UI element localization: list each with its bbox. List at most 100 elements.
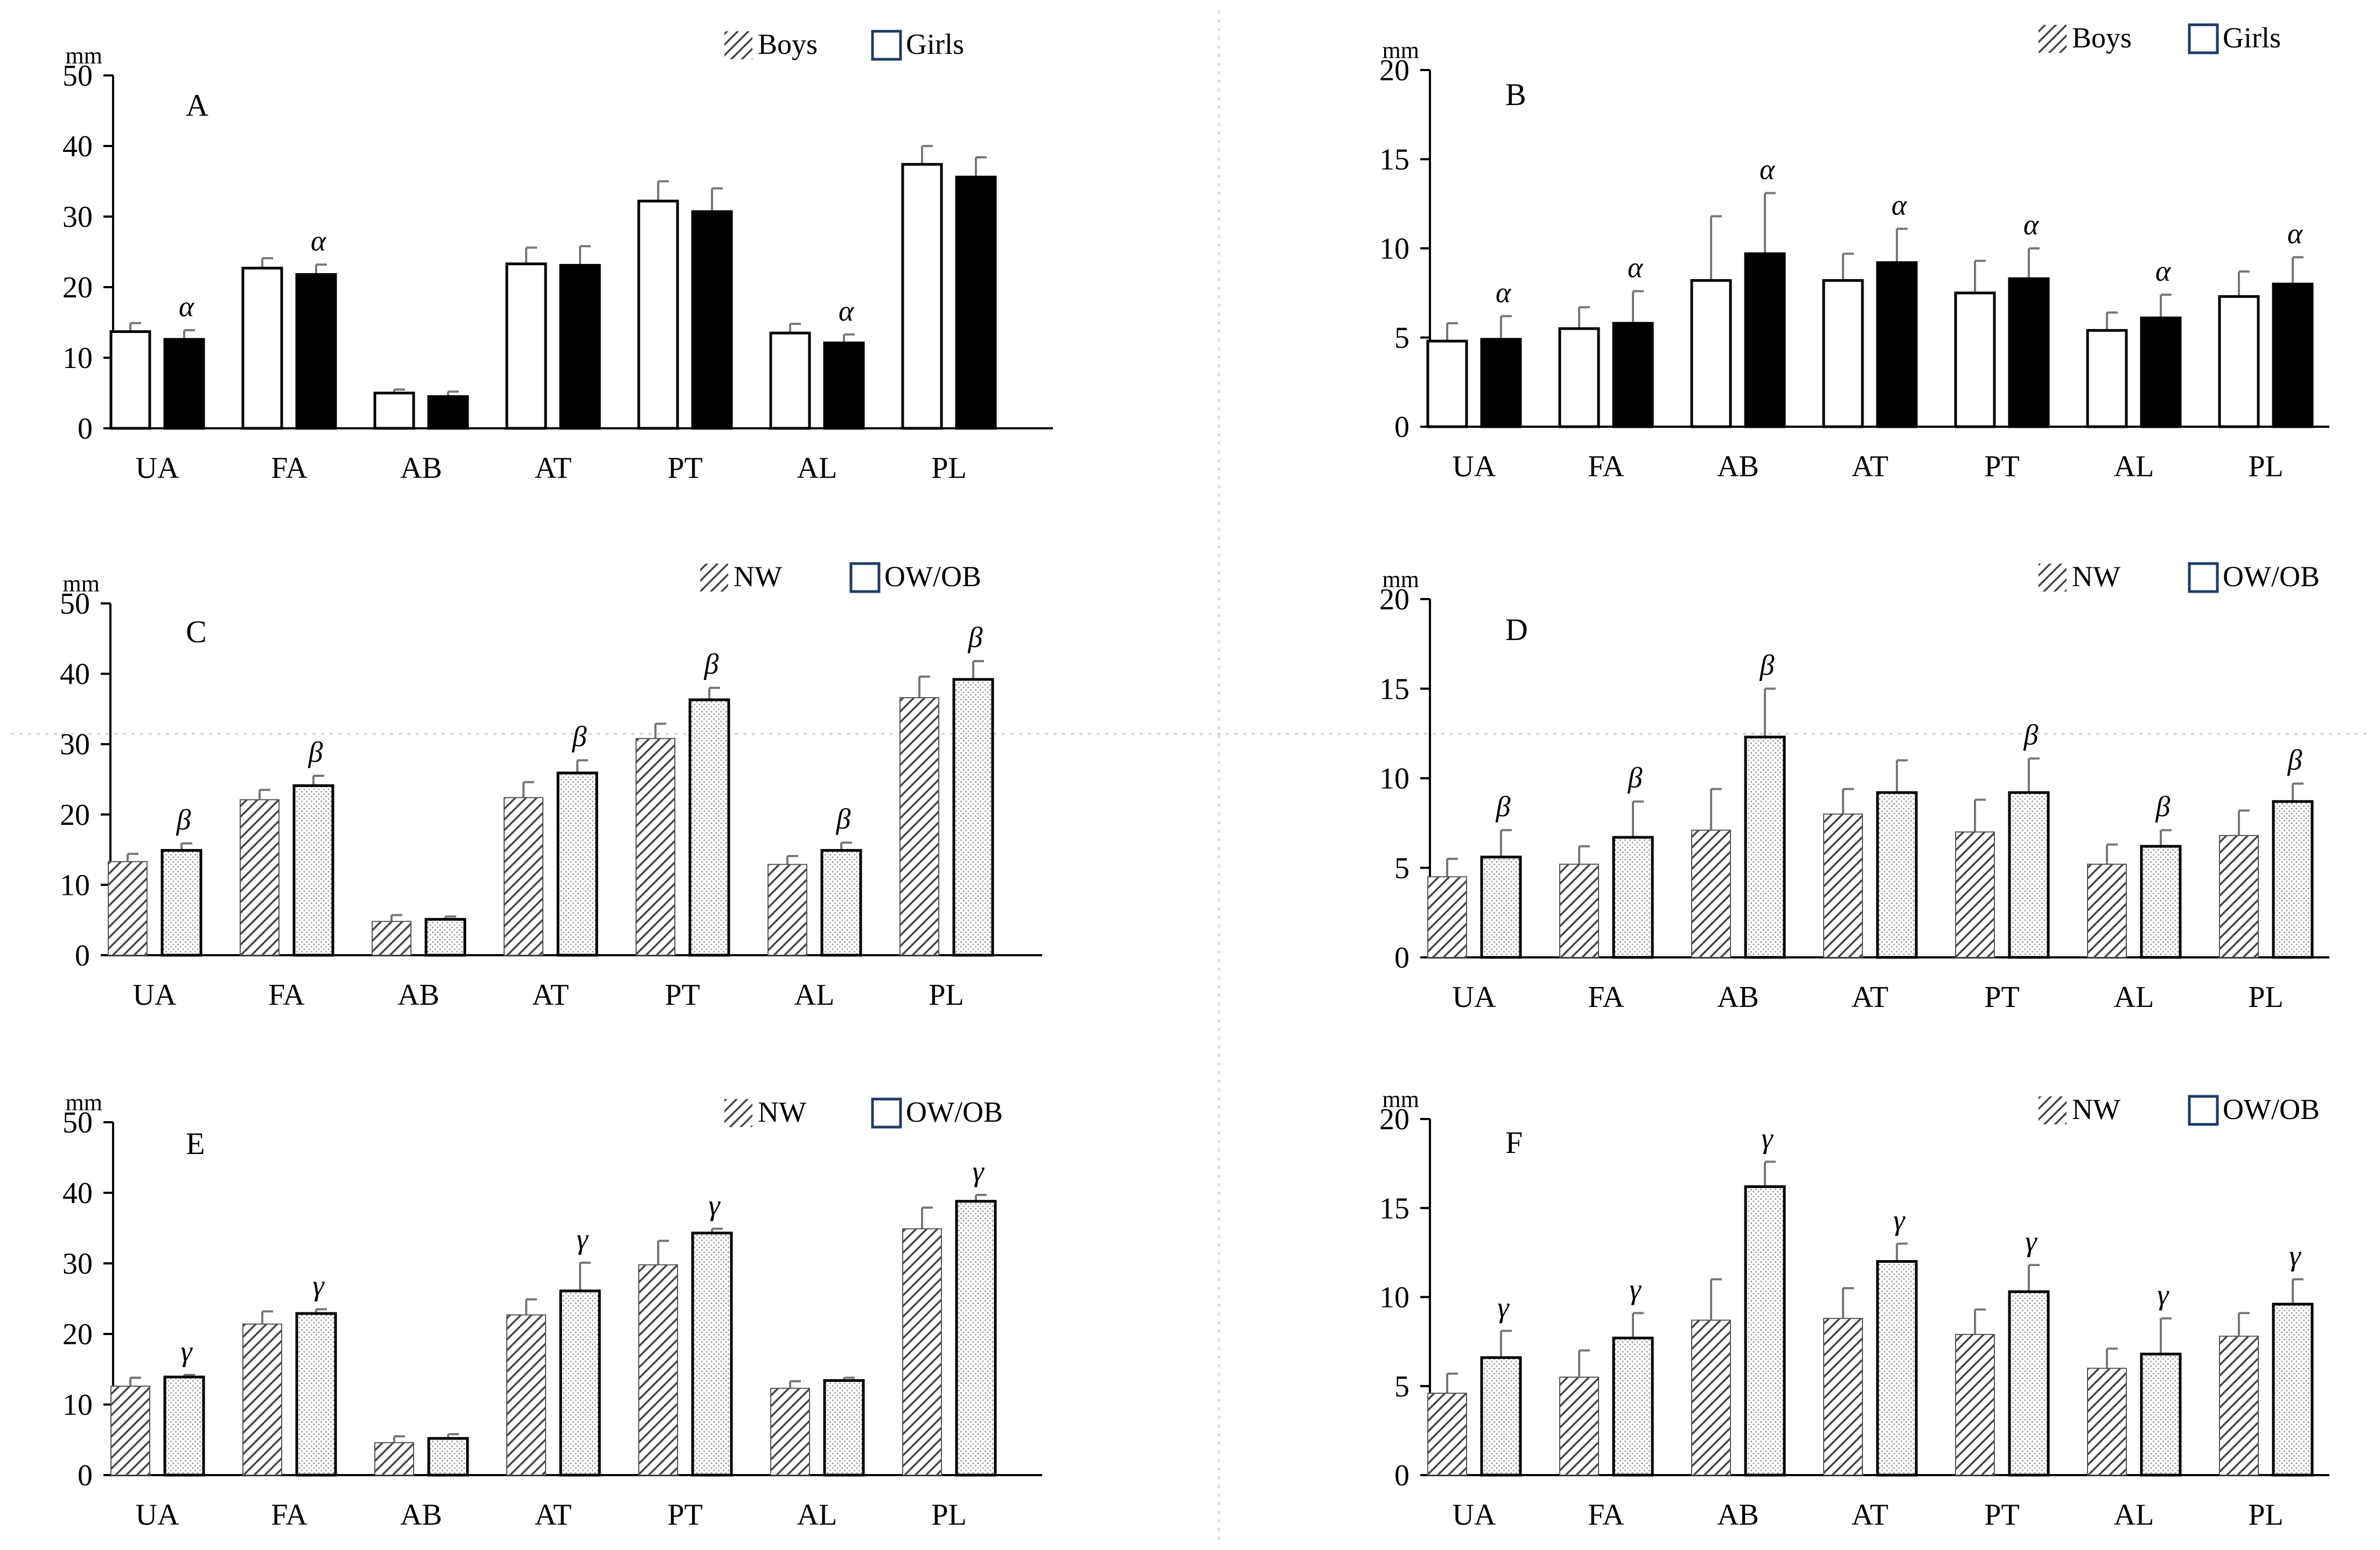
- panel-c-legend-label-1: OW/OB: [884, 560, 981, 593]
- panel-c-x-tick-label-al: AL: [794, 978, 835, 1012]
- panel-c-bar-al-ow-ob: [820, 849, 862, 957]
- panel-e-bar-ab-nw: [374, 1442, 414, 1476]
- panel-b-y-tick-label: 15: [1379, 143, 1409, 177]
- panel-c-y-tick-label: 40: [60, 658, 90, 691]
- panel-d-y-tick-label: 0: [1394, 941, 1409, 975]
- panel-c-bar-pt-ow-ob: [688, 698, 730, 957]
- panel-c-significance-marker: β: [572, 720, 587, 753]
- panel-d-x-tick-label-ab: AB: [1717, 981, 1759, 1014]
- panel-b-bar-at-girls: [1876, 261, 1918, 428]
- panel-f-significance-marker: γ: [1893, 1204, 1906, 1236]
- panel-e-legend-swatch-0: [724, 1099, 752, 1127]
- panel-d-bar-at-ow-ob: [1876, 791, 1918, 959]
- panel-f-x-tick-label-ua: UA: [1453, 1498, 1496, 1532]
- panel-f-x-tick-label-pt: PT: [1984, 1498, 2019, 1532]
- panel-b-bar-fa-girls: [1612, 322, 1654, 428]
- panel-c-bar-ua-nw: [108, 861, 148, 956]
- panel-f-bar-pl-nw: [2219, 1336, 2259, 1476]
- panel-b-unit-label: mm: [1383, 37, 1419, 64]
- panel-a-title: A: [186, 88, 208, 123]
- panel-e-bar-ua-nw: [110, 1385, 150, 1476]
- panel-a-y-tick-label: 40: [62, 130, 93, 163]
- panel-d-title: D: [1505, 612, 1528, 647]
- panel-a-legend-swatch-0: [724, 31, 752, 59]
- panel-e-bar-pt-nw: [638, 1264, 678, 1476]
- panel-b-bar-al-boys: [2086, 329, 2128, 428]
- panel-b-bar-pl-girls: [2272, 282, 2314, 428]
- panel-a-legend-label-0: Boys: [758, 28, 818, 60]
- panel-f-y-tick-label: 5: [1394, 1370, 1409, 1403]
- panel-a-legend-label-1: Girls: [906, 28, 964, 60]
- panel-d-y-tick-label: 20: [1379, 583, 1409, 616]
- panel-e-bar-ua-ow-ob: [163, 1375, 205, 1477]
- panel-c-bar-pl-ow-ob: [952, 678, 994, 957]
- panel-e-bar-pl-ow-ob: [955, 1200, 997, 1477]
- panel-d-bar-ua-nw: [1427, 876, 1467, 958]
- panel-b-bar-al-girls: [2140, 316, 2182, 428]
- panel-c-bar-fa-ow-ob: [292, 784, 334, 957]
- panel-e-legend-swatch-1: [871, 1097, 902, 1129]
- panel-c-bar-at-ow-ob: [556, 771, 598, 957]
- panel-c-x-tick-label-pt: PT: [665, 978, 700, 1012]
- panel-d-significance-marker: β: [1496, 790, 1511, 823]
- panel-f-title: F: [1505, 1125, 1523, 1160]
- panel-e-significance-marker: γ: [180, 1335, 193, 1367]
- panel-a-legend-swatch-1: [871, 30, 902, 61]
- panel-a-bar-fa-boys: [241, 267, 283, 430]
- panel-f-unit-label: mm: [1383, 1086, 1419, 1113]
- panel-d-legend-label-0: NW: [2072, 560, 2120, 593]
- panel-e-y-tick-label: 20: [62, 1318, 93, 1351]
- panel-e-bar-at-ow-ob: [559, 1289, 601, 1477]
- panel-a-significance-marker: α: [311, 225, 327, 257]
- panel-d-bar-ab-nw: [1691, 829, 1731, 958]
- panel-c-x-tick-label-fa: FA: [268, 978, 305, 1012]
- panel-c-unit-label: mm: [63, 571, 100, 597]
- panel-a-y-tick-label: 50: [62, 59, 93, 93]
- panel-e-bar-al-nw: [770, 1387, 810, 1476]
- panel-a-y-tick-label: 30: [62, 200, 93, 234]
- panel-e-bar-al-ow-ob: [823, 1379, 865, 1477]
- panel-c-title: C: [186, 614, 207, 649]
- panel-b-x-tick-label-fa: FA: [1588, 450, 1624, 483]
- panel-f-bar-at-ow-ob: [1876, 1260, 1918, 1477]
- panel-f-bar-ab-ow-ob: [1744, 1185, 1786, 1477]
- panel-e-significance-marker: γ: [312, 1269, 325, 1302]
- panel-e-y-tick-label: 40: [62, 1177, 93, 1210]
- panel-d-significance-marker: β: [2155, 790, 2170, 823]
- panel-b-bar-pt-boys: [1954, 291, 1996, 428]
- panel-b-bar-ab-girls: [1744, 252, 1786, 428]
- panel-e-x-tick-label-ua: UA: [136, 1498, 179, 1532]
- panel-a-bar-al-boys: [769, 331, 811, 430]
- panel-d-legend-swatch-0: [2039, 564, 2067, 592]
- panel-e-significance-marker: γ: [708, 1189, 721, 1221]
- panel-e-x-tick-label-pl: PL: [931, 1498, 966, 1532]
- panel-e-bar-fa-ow-ob: [295, 1312, 337, 1477]
- panel-c-y-tick-label: 50: [60, 587, 90, 621]
- panel-f-legend-label-0: NW: [2072, 1093, 2120, 1125]
- panel-b-x-tick-label-al: AL: [2114, 450, 2154, 483]
- panel-d-bar-fa-ow-ob: [1612, 836, 1654, 959]
- panel-e-x-tick-label-al: AL: [797, 1498, 837, 1532]
- panel-b-x-tick-label-pt: PT: [1984, 450, 2019, 483]
- panel-c-bar-at-nw: [504, 797, 543, 956]
- panel-e-x-tick-label-ab: AB: [400, 1498, 442, 1532]
- panel-e-bar-fa-nw: [242, 1323, 282, 1476]
- panel-d-bar-al-ow-ob: [2140, 845, 2182, 959]
- panel-f-significance-marker: γ: [1761, 1122, 1774, 1154]
- panel-c-significance-marker: β: [836, 803, 851, 835]
- panel-a-bar-at-boys: [505, 262, 547, 430]
- panel-b-bar-ab-boys: [1690, 279, 1732, 428]
- panel-c-y-tick-label: 10: [60, 868, 90, 902]
- panel-f-significance-marker: γ: [2289, 1239, 2301, 1271]
- panel-f-y-tick-label: 20: [1379, 1103, 1409, 1136]
- panel-f-y-tick-label: 15: [1379, 1192, 1409, 1225]
- panel-b-bar-fa-boys: [1558, 327, 1600, 428]
- panel-a-x-tick-label-pt: PT: [667, 451, 702, 485]
- panel-f-significance-marker: γ: [2157, 1278, 2169, 1311]
- panel-a-bar-ab-girls: [427, 395, 469, 430]
- panel-a-significance-marker: α: [839, 295, 855, 327]
